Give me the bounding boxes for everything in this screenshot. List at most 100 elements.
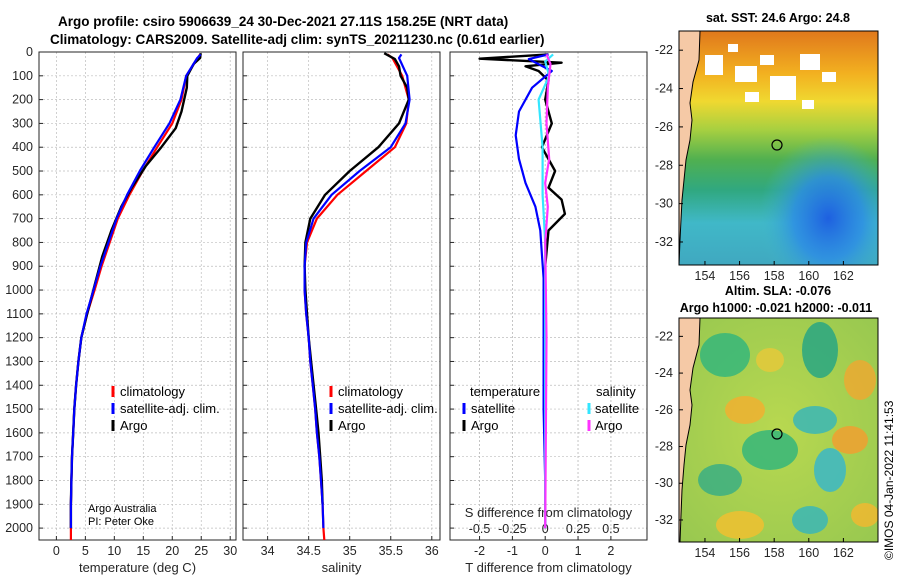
credit-line1: Argo Australia [88,503,157,515]
x-tick-label: -1 [507,544,518,558]
x-tick-label: 35.5 [379,544,403,558]
sla-argo-location-marker [771,428,783,440]
legend-temperature-title: temperature [470,384,540,399]
y-tick-label: 800 [12,235,33,249]
map-y-tick-label: -26 [655,120,673,134]
series-line-satellite-adj-clim- [69,53,202,529]
secondary-axis-label: S difference from climatology [465,505,633,520]
sst-map: sat. SST: 24.6 Argo: 24.8 154 156 158 160 16… [655,11,879,283]
x-tick-label: -2 [474,544,485,558]
secondary-tick-label: 0.25 [566,522,590,536]
sla-map-title-line2: Argo h1000: -0.021 h2000: -0.011 [680,301,873,315]
figure-title-line2: Climatology: CARS2009. Satellite-adj cli… [50,32,545,47]
map-x-tick-label: 156 [729,269,750,283]
sla-map-frame [678,317,879,543]
map-y-tick-label: -30 [655,476,673,490]
map-y-tick-label: -26 [655,403,673,417]
difference-from-climatology: -2 -1 0 1 2 T difference from climatology S di… [449,51,648,575]
series-line-s-argo [544,53,552,529]
x-tick-label: 36 [425,544,439,558]
secondary-tick-label: -0.5 [469,522,491,536]
x-tick-label: 25 [194,544,208,558]
secondary-tick-label: 0.5 [602,522,619,536]
y-tick-label: 0 [26,45,33,59]
axes-frame [38,51,237,541]
legend-salinity-title: salinity [596,384,636,399]
y-tick-label: 1500 [5,402,33,416]
temperature-profile: 0 5 10 15 20 25 300100200300400500600700800900… [5,45,237,575]
map-x-tick-label: 154 [695,269,716,283]
legend-climatology-label: climatology [120,384,186,399]
y-tick-label: 1000 [5,283,33,297]
y-tick-label: 700 [12,212,33,226]
sla-map: Altim. SLA: -0.076 Argo h1000: -0.021 h2… [655,284,879,560]
map-y-tick-label: -30 [655,197,673,211]
temperature-legend: climatology satellite-adj. clim. Argo [111,384,220,433]
y-tick-label: 2000 [5,521,33,535]
map-y-tick-label: -32 [655,235,673,249]
x-axis-label: T difference from climatology [465,560,632,575]
y-tick-label: 1600 [5,426,33,440]
y-tick-label: 200 [12,93,33,107]
y-tick-label: 1400 [5,378,33,392]
credit-line2: PI: Peter Oke [88,516,154,528]
x-tick-label: 2 [607,544,614,558]
legend-climatology-label: climatology [338,384,404,399]
x-axis-label: temperature (deg C) [79,560,196,575]
x-tick-label: 35 [343,544,357,558]
y-tick-label: 600 [12,188,33,202]
y-tick-label: 1800 [5,473,33,487]
y-tick-label: 1300 [5,354,33,368]
map-x-tick-label: 154 [695,546,716,560]
difference-legend: temperature salinity satellite Argo sate… [462,384,639,433]
series-line-argo [303,52,410,505]
x-tick-label: 0 [542,544,549,558]
axes-frame [242,51,441,541]
map-x-tick-label: 162 [833,269,854,283]
y-tick-label: 300 [12,116,33,130]
legend-satellite-label: satellite-adj. clim. [338,401,438,416]
y-tick-label: 400 [12,140,33,154]
x-tick-label: 30 [223,544,237,558]
series-line-t-argo [478,53,567,529]
map-y-tick-label: -24 [655,366,673,380]
y-tick-label: 1200 [5,331,33,345]
series-line-satellite-adj-clim- [303,53,411,529]
salinity-profile: 34 34.5 35 35.5 36 salinity [242,51,441,575]
y-tick-label: 1700 [5,450,33,464]
map-y-tick-label: -32 [655,513,673,527]
salinity-legend: climatology satellite-adj. clim. Argo [329,384,438,433]
y-tick-label: 1100 [6,307,33,321]
series-line-t-satellite [514,53,553,529]
map-x-tick-label: 156 [729,546,750,560]
legend-satellite-label: satellite-adj. clim. [120,401,220,416]
y-tick-label: 900 [12,259,33,273]
legend-t-argo-label: Argo [471,418,498,433]
x-tick-label: 34 [261,544,275,558]
map-x-tick-label: 158 [764,546,785,560]
sst-map-frame [678,30,879,266]
x-axis-label: salinity [322,560,362,575]
x-tick-label: 34.5 [296,544,320,558]
x-tick-label: 1 [575,544,582,558]
y-tick-label: 100 [12,69,33,83]
map-y-tick-label: -28 [655,440,673,454]
map-x-tick-label: 160 [798,269,819,283]
sst-australia-coast [679,31,701,265]
map-x-tick-label: 158 [764,269,785,283]
legend-t-satellite-label: satellite [471,401,515,416]
x-tick-label: 20 [165,544,179,558]
secondary-tick-label: -0.25 [498,522,527,536]
figure-title-line1: Argo profile: csiro 5906639_24 30-Dec-20… [58,14,509,29]
legend-s-satellite-label: satellite [595,401,639,416]
map-y-tick-label: -28 [655,158,673,172]
sst-cloud-mask [705,44,836,109]
sla-anomaly-blobs [698,322,878,539]
x-tick-label: 0 [53,544,60,558]
sla-australia-coast [679,318,701,542]
legend-argo-label: Argo [120,418,147,433]
sst-argo-location-marker [771,139,783,151]
x-tick-label: 10 [107,544,121,558]
imos-watermark: ©IMOS 04-Jan-2022 11:41:53 [882,400,896,560]
